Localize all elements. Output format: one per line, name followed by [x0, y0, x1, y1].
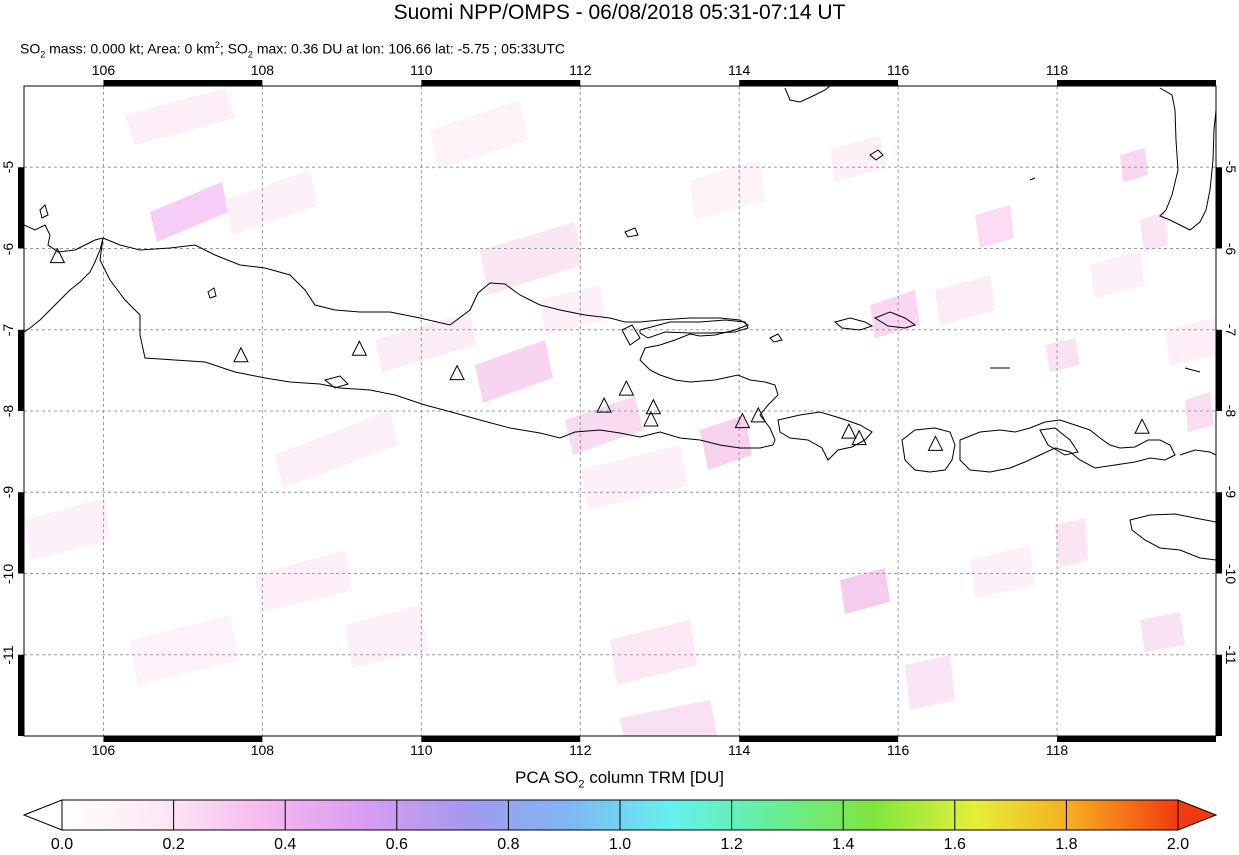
x-tick-label: 116	[886, 62, 910, 78]
frame-bar-lat	[18, 329, 24, 411]
volcano-marker	[1134, 418, 1150, 434]
frame-bar-lon	[103, 80, 263, 86]
y-tick-label: -8	[0, 404, 16, 418]
volcano-marker	[851, 429, 868, 446]
x-tick-label: 114	[728, 742, 751, 758]
volcano-marker	[927, 435, 944, 451]
volcano-marker	[49, 247, 66, 264]
colorbar-tick-label: 1.4	[832, 836, 855, 853]
colorbar-tick-label: 0.8	[497, 836, 520, 853]
frame-bar-lat	[1216, 167, 1222, 249]
frame-bar-lat	[18, 654, 24, 736]
colorbar-tick-label: 1.8	[1055, 836, 1078, 853]
volcano-marker	[643, 410, 659, 427]
colorbar-tick-marks	[173, 800, 1067, 830]
volcano-marker	[618, 379, 635, 396]
x-tick-label: 118	[1045, 742, 1069, 758]
y-tick-label: -9	[1223, 486, 1239, 499]
frame-bar-lat	[18, 167, 24, 249]
x-tick-label: 114	[728, 62, 751, 78]
y-tick-label: -10	[0, 563, 16, 584]
map-plot	[18, 80, 1222, 742]
frame-bar-lon	[739, 736, 899, 742]
colorbar-tick-label: 1.6	[943, 836, 966, 853]
x-tick-label: 112	[569, 62, 592, 78]
colorbar-min-arrow	[22, 799, 63, 831]
map-subtitle: SO2 mass: 0.000 kt; Area: 0 km2; SO2 max…	[20, 40, 565, 60]
y-tick-label: -11	[1223, 645, 1239, 665]
y-tick-label: -9	[0, 486, 16, 499]
volcano-marker	[449, 364, 465, 381]
colorbar-tick-label: 2.0	[1166, 836, 1190, 853]
colorbar-tick-label: 0.4	[274, 836, 297, 853]
y-tick-label: -5	[0, 161, 16, 174]
y-tick-label: -6	[0, 242, 16, 255]
x-tick-label: 110	[410, 742, 433, 758]
x-tick-label: 118	[1045, 62, 1069, 78]
y-tick-label: -8	[1223, 404, 1239, 418]
volcano-marker	[750, 406, 767, 423]
frame-bar-lon	[1057, 736, 1216, 742]
y-tick-label: -11	[0, 645, 16, 665]
frame-bar-lon	[421, 736, 581, 742]
frame-bar-lon	[1057, 80, 1216, 86]
y-tick-label: -7	[1223, 323, 1239, 336]
so2-pixel-layer	[25, 88, 1215, 736]
colorbar-tick-label: 0.2	[162, 836, 185, 853]
frame-ticks	[18, 80, 1222, 742]
frame-bar-lon	[421, 80, 581, 86]
x-tick-label: 116	[886, 742, 910, 758]
volcano-marker	[841, 423, 857, 439]
y-tick-label: -5	[1223, 161, 1239, 174]
frame-bar-lon	[739, 80, 899, 86]
x-tick-label: 106	[91, 62, 116, 78]
y-tick-label: -6	[1223, 242, 1239, 255]
volcano-markers	[49, 247, 1150, 451]
colorbar-tick-label: 0.0	[50, 836, 74, 853]
y-tick-label: -7	[0, 323, 16, 336]
x-tick-label: 110	[410, 62, 433, 78]
colorbar-title: PCA SO2 column TRM [DU]	[515, 768, 724, 791]
frame-bar-lon	[103, 736, 263, 742]
colorbar-max-arrow	[1177, 799, 1218, 831]
frame-bar-lat	[18, 492, 24, 574]
volcano-marker	[233, 346, 249, 363]
map-title: Suomi NPP/OMPS - 06/08/2018 05:31-07:14 …	[393, 1, 846, 24]
frame-bar-lat	[1216, 654, 1222, 736]
map-grid	[24, 86, 1216, 736]
frame-bar-lat	[1216, 492, 1222, 574]
colorbar-gradient	[61, 799, 1179, 831]
y-tick-label: -10	[1223, 563, 1239, 584]
colorbar-tick-label: 1.2	[720, 836, 743, 853]
volcano-marker	[734, 412, 751, 429]
x-tick-label: 108	[250, 742, 275, 758]
x-tick-label: 112	[569, 742, 592, 758]
volcano-marker	[351, 340, 368, 356]
coastlines	[24, 86, 1216, 561]
volcano-marker	[645, 398, 662, 415]
x-tick-label: 108	[250, 62, 275, 78]
colorbar-tick-label: 0.6	[385, 836, 408, 853]
frame-bar-lat	[1216, 329, 1222, 411]
x-tick-label: 106	[91, 742, 116, 758]
volcano-marker	[596, 397, 612, 413]
colorbar-tick-label: 1.0	[608, 836, 632, 853]
